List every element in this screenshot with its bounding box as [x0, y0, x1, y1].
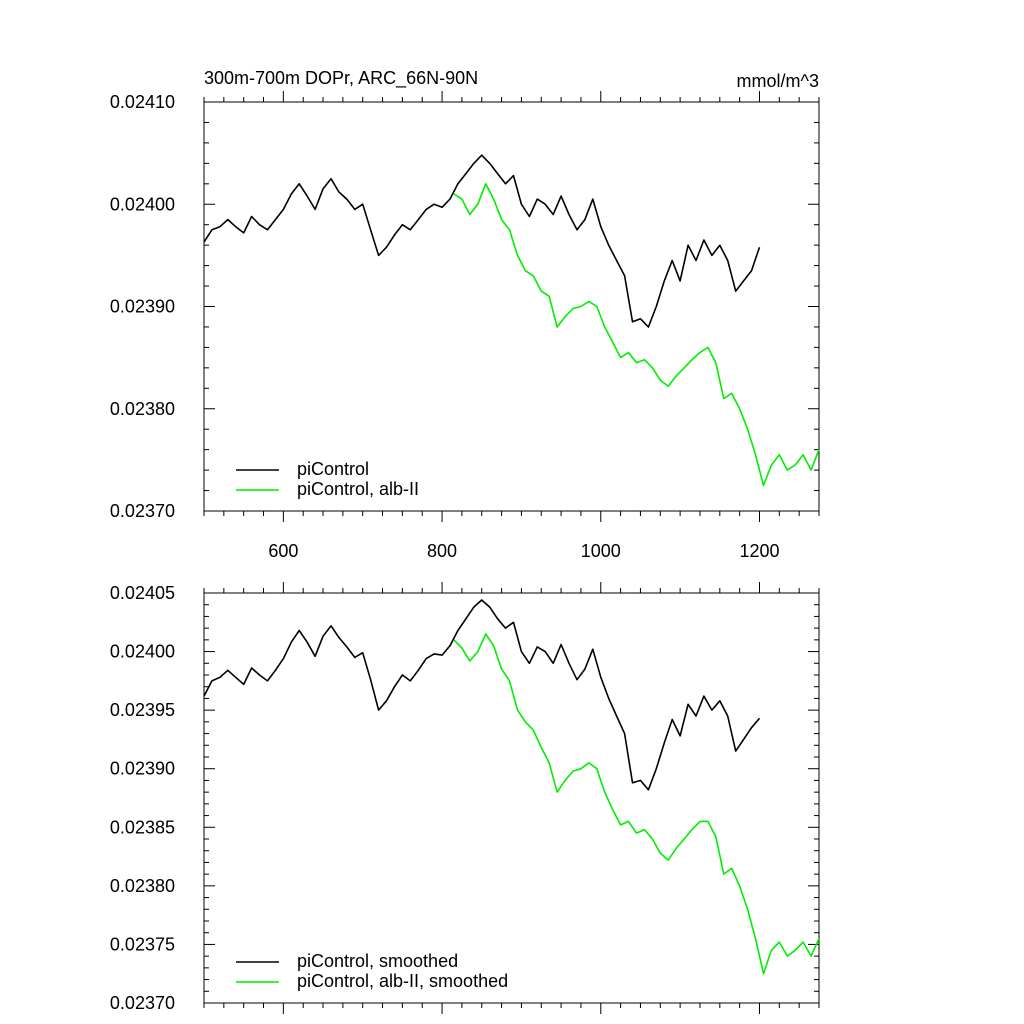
- top-y-tick-label: 0.02410: [110, 92, 175, 112]
- top-y-tick-label: 0.02380: [110, 399, 175, 419]
- top-x-tick-label: 800: [427, 541, 457, 561]
- top-ticks: [203, 91, 820, 522]
- top-y-tick-label: 0.02370: [110, 501, 175, 521]
- bottom-legend-label-picontrol-smoothed: piControl, smoothed: [297, 951, 458, 971]
- bottom-plot-frame: [203, 592, 820, 1004]
- top-x-tick-label: 1000: [581, 541, 621, 561]
- units-label: mmol/m^3: [737, 71, 819, 91]
- chart-title: 300m-700m DOPr, ARC_66N-90N: [204, 68, 478, 89]
- top-legend-label-alb-ii: piControl, alb-II: [297, 479, 419, 499]
- bottom-y-tick-label: 0.02375: [110, 934, 175, 954]
- top-y-tick-label: 0.02390: [110, 297, 175, 317]
- bottom-series-1-line: [453, 633, 820, 975]
- top-x-tick-label: 1200: [739, 541, 779, 561]
- bottom-series: [203, 599, 820, 975]
- top-series: [203, 154, 820, 487]
- top-series-0-line: [203, 154, 761, 328]
- bottom-ticks: [203, 582, 820, 1014]
- top-y-tick-labels: 0.02370 0.02380 0.02390 0.02400 0.02410: [110, 92, 175, 521]
- bottom-y-tick-label: 0.02390: [110, 759, 175, 779]
- top-legend: piControl piControl, alb-II: [236, 459, 419, 499]
- bottom-y-tick-label: 0.02385: [110, 817, 175, 837]
- bottom-y-tick-labels: 0.02370 0.02375 0.02380 0.02385 0.02390 0.023…: [110, 583, 175, 1013]
- bottom-legend-label-alb-ii-smoothed: piControl, alb-II, smoothed: [297, 971, 508, 991]
- bottom-y-tick-label: 0.02395: [110, 700, 175, 720]
- top-x-tick-label: 600: [268, 541, 298, 561]
- bottom-y-tick-label: 0.02400: [110, 642, 175, 662]
- top-panel: 0.02370 0.02380 0.02390 0.02400 0.02410 600 8…: [110, 91, 820, 561]
- top-y-tick-label: 0.02400: [110, 194, 175, 214]
- bottom-series-0-line: [203, 599, 761, 791]
- bottom-y-tick-label: 0.02405: [110, 583, 175, 603]
- bottom-y-tick-label: 0.02380: [110, 876, 175, 896]
- top-legend-label-picontrol: piControl: [297, 459, 369, 479]
- bottom-legend: piControl, smoothed piControl, alb-II, s…: [236, 951, 508, 991]
- top-plot-frame: [203, 101, 820, 512]
- bottom-panel: 0.02370 0.02375 0.02380 0.02385 0.02390 0.023…: [110, 582, 820, 1014]
- top-x-tick-labels: 600 800 1000 1200: [268, 541, 779, 561]
- top-series-1-line: [453, 183, 820, 487]
- bottom-y-tick-label: 0.02370: [110, 993, 175, 1013]
